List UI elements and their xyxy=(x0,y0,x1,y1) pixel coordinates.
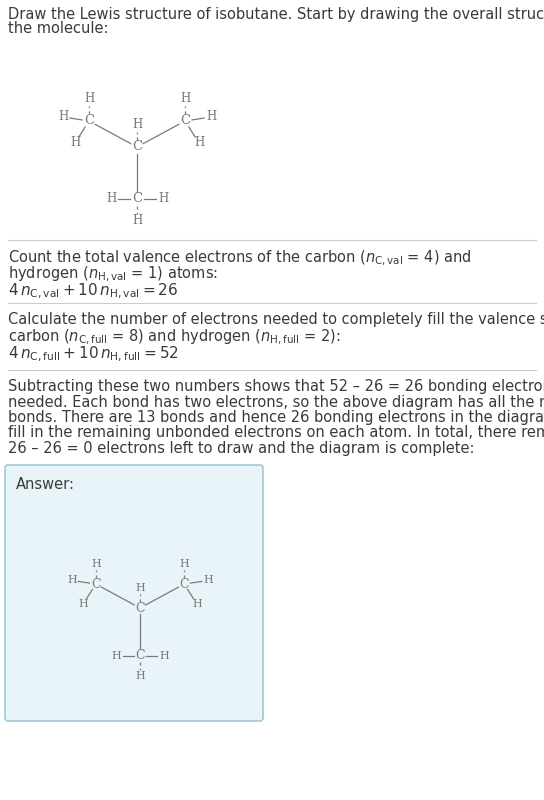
Text: H: H xyxy=(91,559,101,569)
Text: H: H xyxy=(180,559,189,569)
Text: bonds. There are 13 bonds and hence 26 bonding electrons in the diagram. Lastly,: bonds. There are 13 bonds and hence 26 b… xyxy=(8,410,544,425)
Text: C: C xyxy=(180,114,190,127)
Text: C: C xyxy=(132,193,142,206)
FancyBboxPatch shape xyxy=(5,465,263,721)
Text: the molecule:: the molecule: xyxy=(8,21,108,36)
Text: H: H xyxy=(135,582,145,593)
Text: H: H xyxy=(180,93,190,106)
Text: hydrogen ($n_\mathregular{H,val}$ = 1) atoms:: hydrogen ($n_\mathregular{H,val}$ = 1) a… xyxy=(8,265,218,284)
Text: H: H xyxy=(159,651,169,661)
Text: Draw the Lewis structure of isobutane. Start by drawing the overall structure of: Draw the Lewis structure of isobutane. S… xyxy=(8,7,544,22)
Text: H: H xyxy=(132,214,142,227)
Text: needed. Each bond has two electrons, so the above diagram has all the necessary: needed. Each bond has two electrons, so … xyxy=(8,394,544,410)
Text: Calculate the number of electrons needed to completely fill the valence shells f: Calculate the number of electrons needed… xyxy=(8,312,544,327)
Text: Subtracting these two numbers shows that 52 – 26 = 26 bonding electrons are: Subtracting these two numbers shows that… xyxy=(8,379,544,394)
Text: Answer:: Answer: xyxy=(16,477,75,492)
Text: C: C xyxy=(180,578,189,590)
Text: H: H xyxy=(111,651,121,661)
Text: H: H xyxy=(206,110,216,123)
Text: C: C xyxy=(91,578,101,590)
Text: H: H xyxy=(194,137,204,150)
Text: H: H xyxy=(67,575,77,586)
Text: $4\,n_\mathregular{C,full} + 10\,n_\mathregular{H,full} = 52$: $4\,n_\mathregular{C,full} + 10\,n_\math… xyxy=(8,345,179,364)
Text: H: H xyxy=(78,599,88,610)
Text: H: H xyxy=(70,137,80,150)
Text: C: C xyxy=(135,602,145,614)
Text: carbon ($n_\mathregular{C,full}$ = 8) and hydrogen ($n_\mathregular{H,full}$ = 2: carbon ($n_\mathregular{C,full}$ = 8) an… xyxy=(8,328,341,347)
Text: H: H xyxy=(203,575,213,586)
Text: H: H xyxy=(58,110,68,123)
Text: H: H xyxy=(106,193,116,206)
Text: $4\,n_\mathregular{C,val} + 10\,n_\mathregular{H,val} = 26$: $4\,n_\mathregular{C,val} + 10\,n_\mathr… xyxy=(8,282,178,302)
Text: H: H xyxy=(132,118,142,131)
Text: H: H xyxy=(158,193,168,206)
Text: C: C xyxy=(84,114,94,127)
Text: H: H xyxy=(192,599,202,610)
Text: H: H xyxy=(84,93,94,106)
Text: Count the total valence electrons of the carbon ($n_\mathregular{C,val}$ = 4) an: Count the total valence electrons of the… xyxy=(8,249,472,268)
Text: C: C xyxy=(132,141,142,154)
Text: 26 – 26 = 0 electrons left to draw and the diagram is complete:: 26 – 26 = 0 electrons left to draw and t… xyxy=(8,441,474,456)
Text: C: C xyxy=(135,650,145,662)
Text: H: H xyxy=(135,671,145,681)
Text: fill in the remaining unbonded electrons on each atom. In total, there remain: fill in the remaining unbonded electrons… xyxy=(8,426,544,441)
